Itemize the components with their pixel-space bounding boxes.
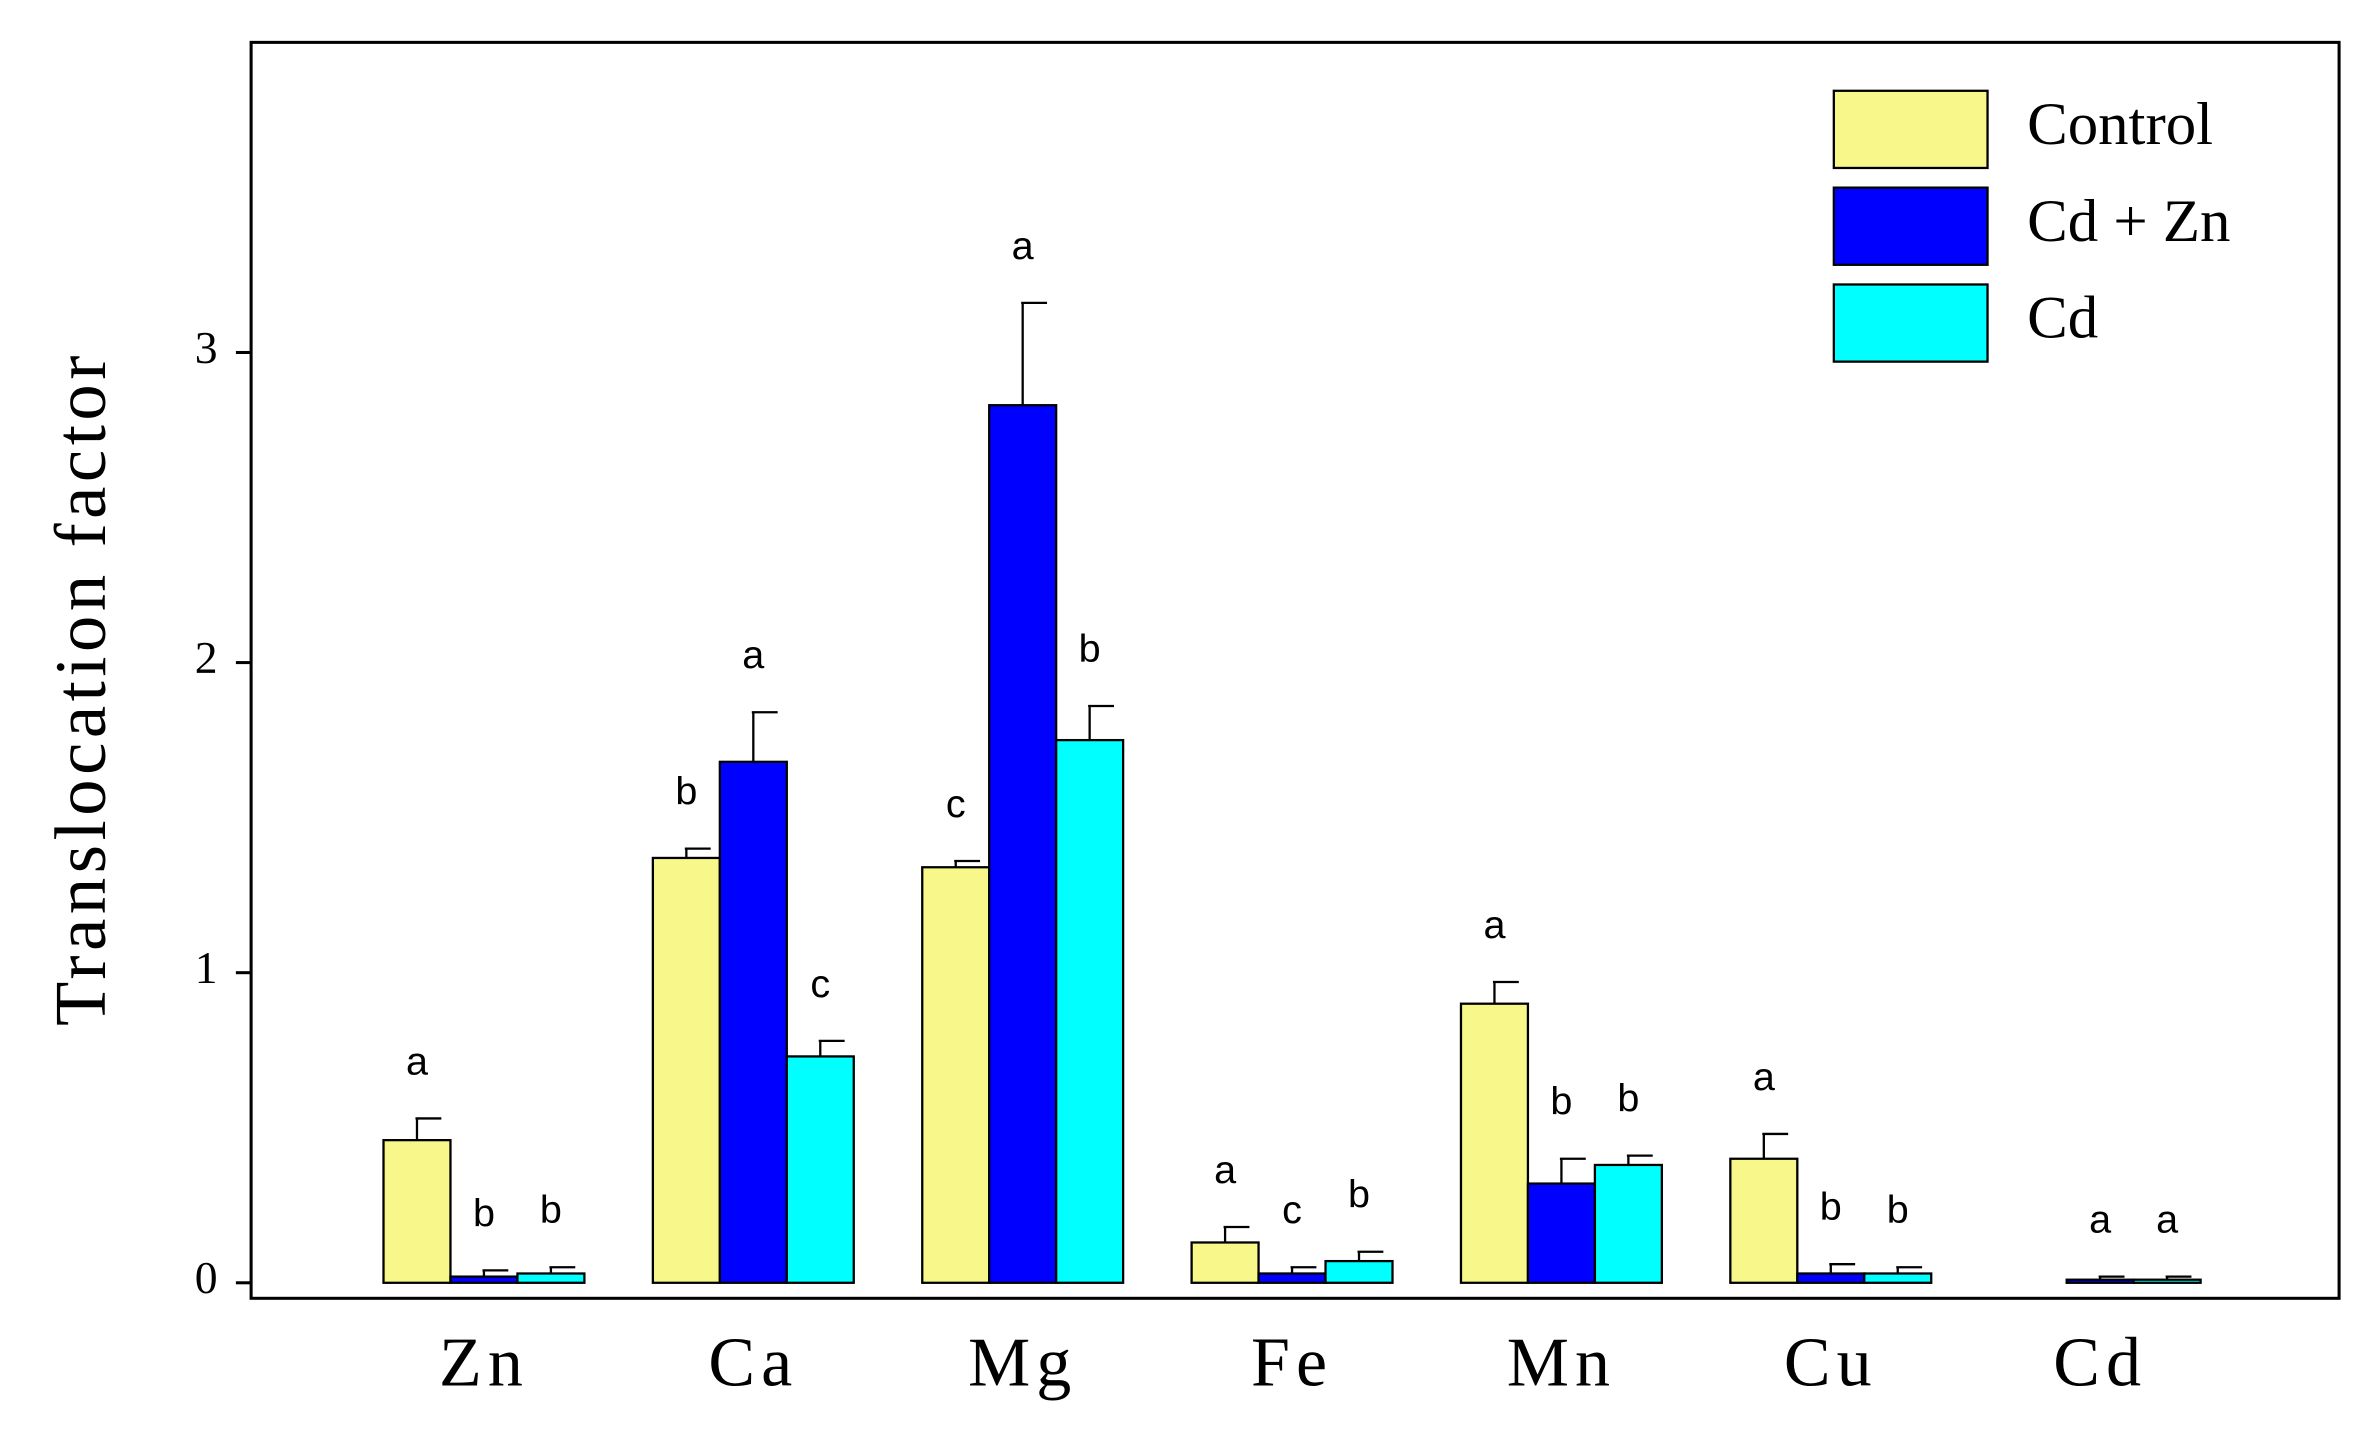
significance-letter: a	[1214, 1148, 1236, 1192]
significance-letter: b	[1887, 1188, 1909, 1232]
bar	[988, 404, 1058, 1284]
significance-letter: c	[1282, 1188, 1302, 1232]
x-tick-label: Mn	[1507, 1325, 1616, 1402]
error-bar	[684, 847, 711, 858]
bar	[1729, 1157, 1799, 1284]
x-tick-label: Mg	[968, 1325, 1077, 1402]
x-tick-label: Ca	[708, 1325, 798, 1402]
significance-letter: a	[742, 633, 764, 677]
bar	[382, 1139, 452, 1284]
significance-letter: b	[1550, 1080, 1572, 1124]
significance-letter: a	[2089, 1198, 2111, 1242]
bar	[1796, 1272, 1866, 1284]
error-bar	[1290, 1266, 1317, 1274]
significance-letter: b	[1079, 627, 1101, 671]
error-bar	[2165, 1275, 2192, 1280]
legend-label: Control	[2027, 91, 2213, 158]
legend-swatch	[1832, 283, 1989, 363]
y-tick-label: 2	[195, 632, 218, 683]
y-tick-label: 1	[195, 942, 218, 993]
legend-swatch	[1832, 89, 1989, 170]
significance-letter: a	[1483, 903, 1505, 947]
error-bar	[482, 1269, 509, 1277]
error-bar	[1357, 1250, 1384, 1262]
error-bar	[954, 859, 981, 868]
legend-swatch	[1832, 186, 1989, 266]
bar	[1055, 738, 1125, 1284]
legend-label: Cd	[2027, 285, 2098, 352]
y-tick-label: 0	[195, 1252, 218, 1303]
bar	[2065, 1278, 2135, 1284]
significance-letter: b	[540, 1188, 562, 1232]
bar	[1863, 1272, 1933, 1284]
significance-letter: a	[1753, 1055, 1775, 1099]
x-tick-label: Cd	[2053, 1325, 2147, 1402]
bar	[1459, 1002, 1530, 1284]
error-bar	[1829, 1263, 1856, 1274]
x-tick-label: Fe	[1251, 1325, 1333, 1402]
bar	[1593, 1163, 1664, 1284]
significance-letter: b	[675, 770, 697, 814]
error-bar	[1021, 301, 1048, 406]
error-bar	[1626, 1154, 1653, 1165]
bar	[1190, 1241, 1260, 1284]
bar	[1257, 1272, 1327, 1284]
error-bar	[549, 1266, 576, 1274]
error-bar	[2098, 1275, 2125, 1280]
error-bar	[1762, 1132, 1789, 1159]
x-tick-label: Cu	[1784, 1325, 1878, 1402]
error-bar	[415, 1117, 442, 1141]
significance-letter: b	[473, 1191, 495, 1235]
error-bar	[1492, 980, 1519, 1004]
bar	[785, 1055, 855, 1284]
legend-label: Cd + Zn	[2027, 188, 2230, 255]
significance-letter: a	[1012, 224, 1034, 268]
x-tick-label: Zn	[439, 1325, 529, 1402]
significance-letter: c	[810, 962, 830, 1006]
bar	[718, 760, 788, 1284]
bar	[449, 1275, 519, 1284]
significance-letter: b	[1348, 1173, 1370, 1217]
plot-frame	[249, 40, 2341, 1300]
y-axis-label: Translocation factor	[40, 351, 121, 1026]
error-bar	[1223, 1225, 1250, 1243]
bar	[1526, 1182, 1597, 1284]
significance-letter: a	[2156, 1198, 2178, 1242]
error-bar	[1088, 704, 1114, 741]
significance-letter: c	[946, 782, 966, 826]
bar	[651, 856, 721, 1284]
bar	[2132, 1278, 2202, 1284]
error-bar	[1896, 1266, 1923, 1274]
bar	[516, 1272, 586, 1284]
bar	[921, 866, 991, 1284]
significance-letter: a	[406, 1039, 428, 1083]
significance-letter: b	[1617, 1077, 1639, 1121]
y-tick-label: 3	[195, 322, 218, 373]
error-bar	[1559, 1157, 1586, 1184]
significance-letter: b	[1820, 1185, 1842, 1229]
bar	[1324, 1259, 1394, 1284]
error-bar	[751, 711, 778, 762]
error-bar	[818, 1039, 845, 1057]
